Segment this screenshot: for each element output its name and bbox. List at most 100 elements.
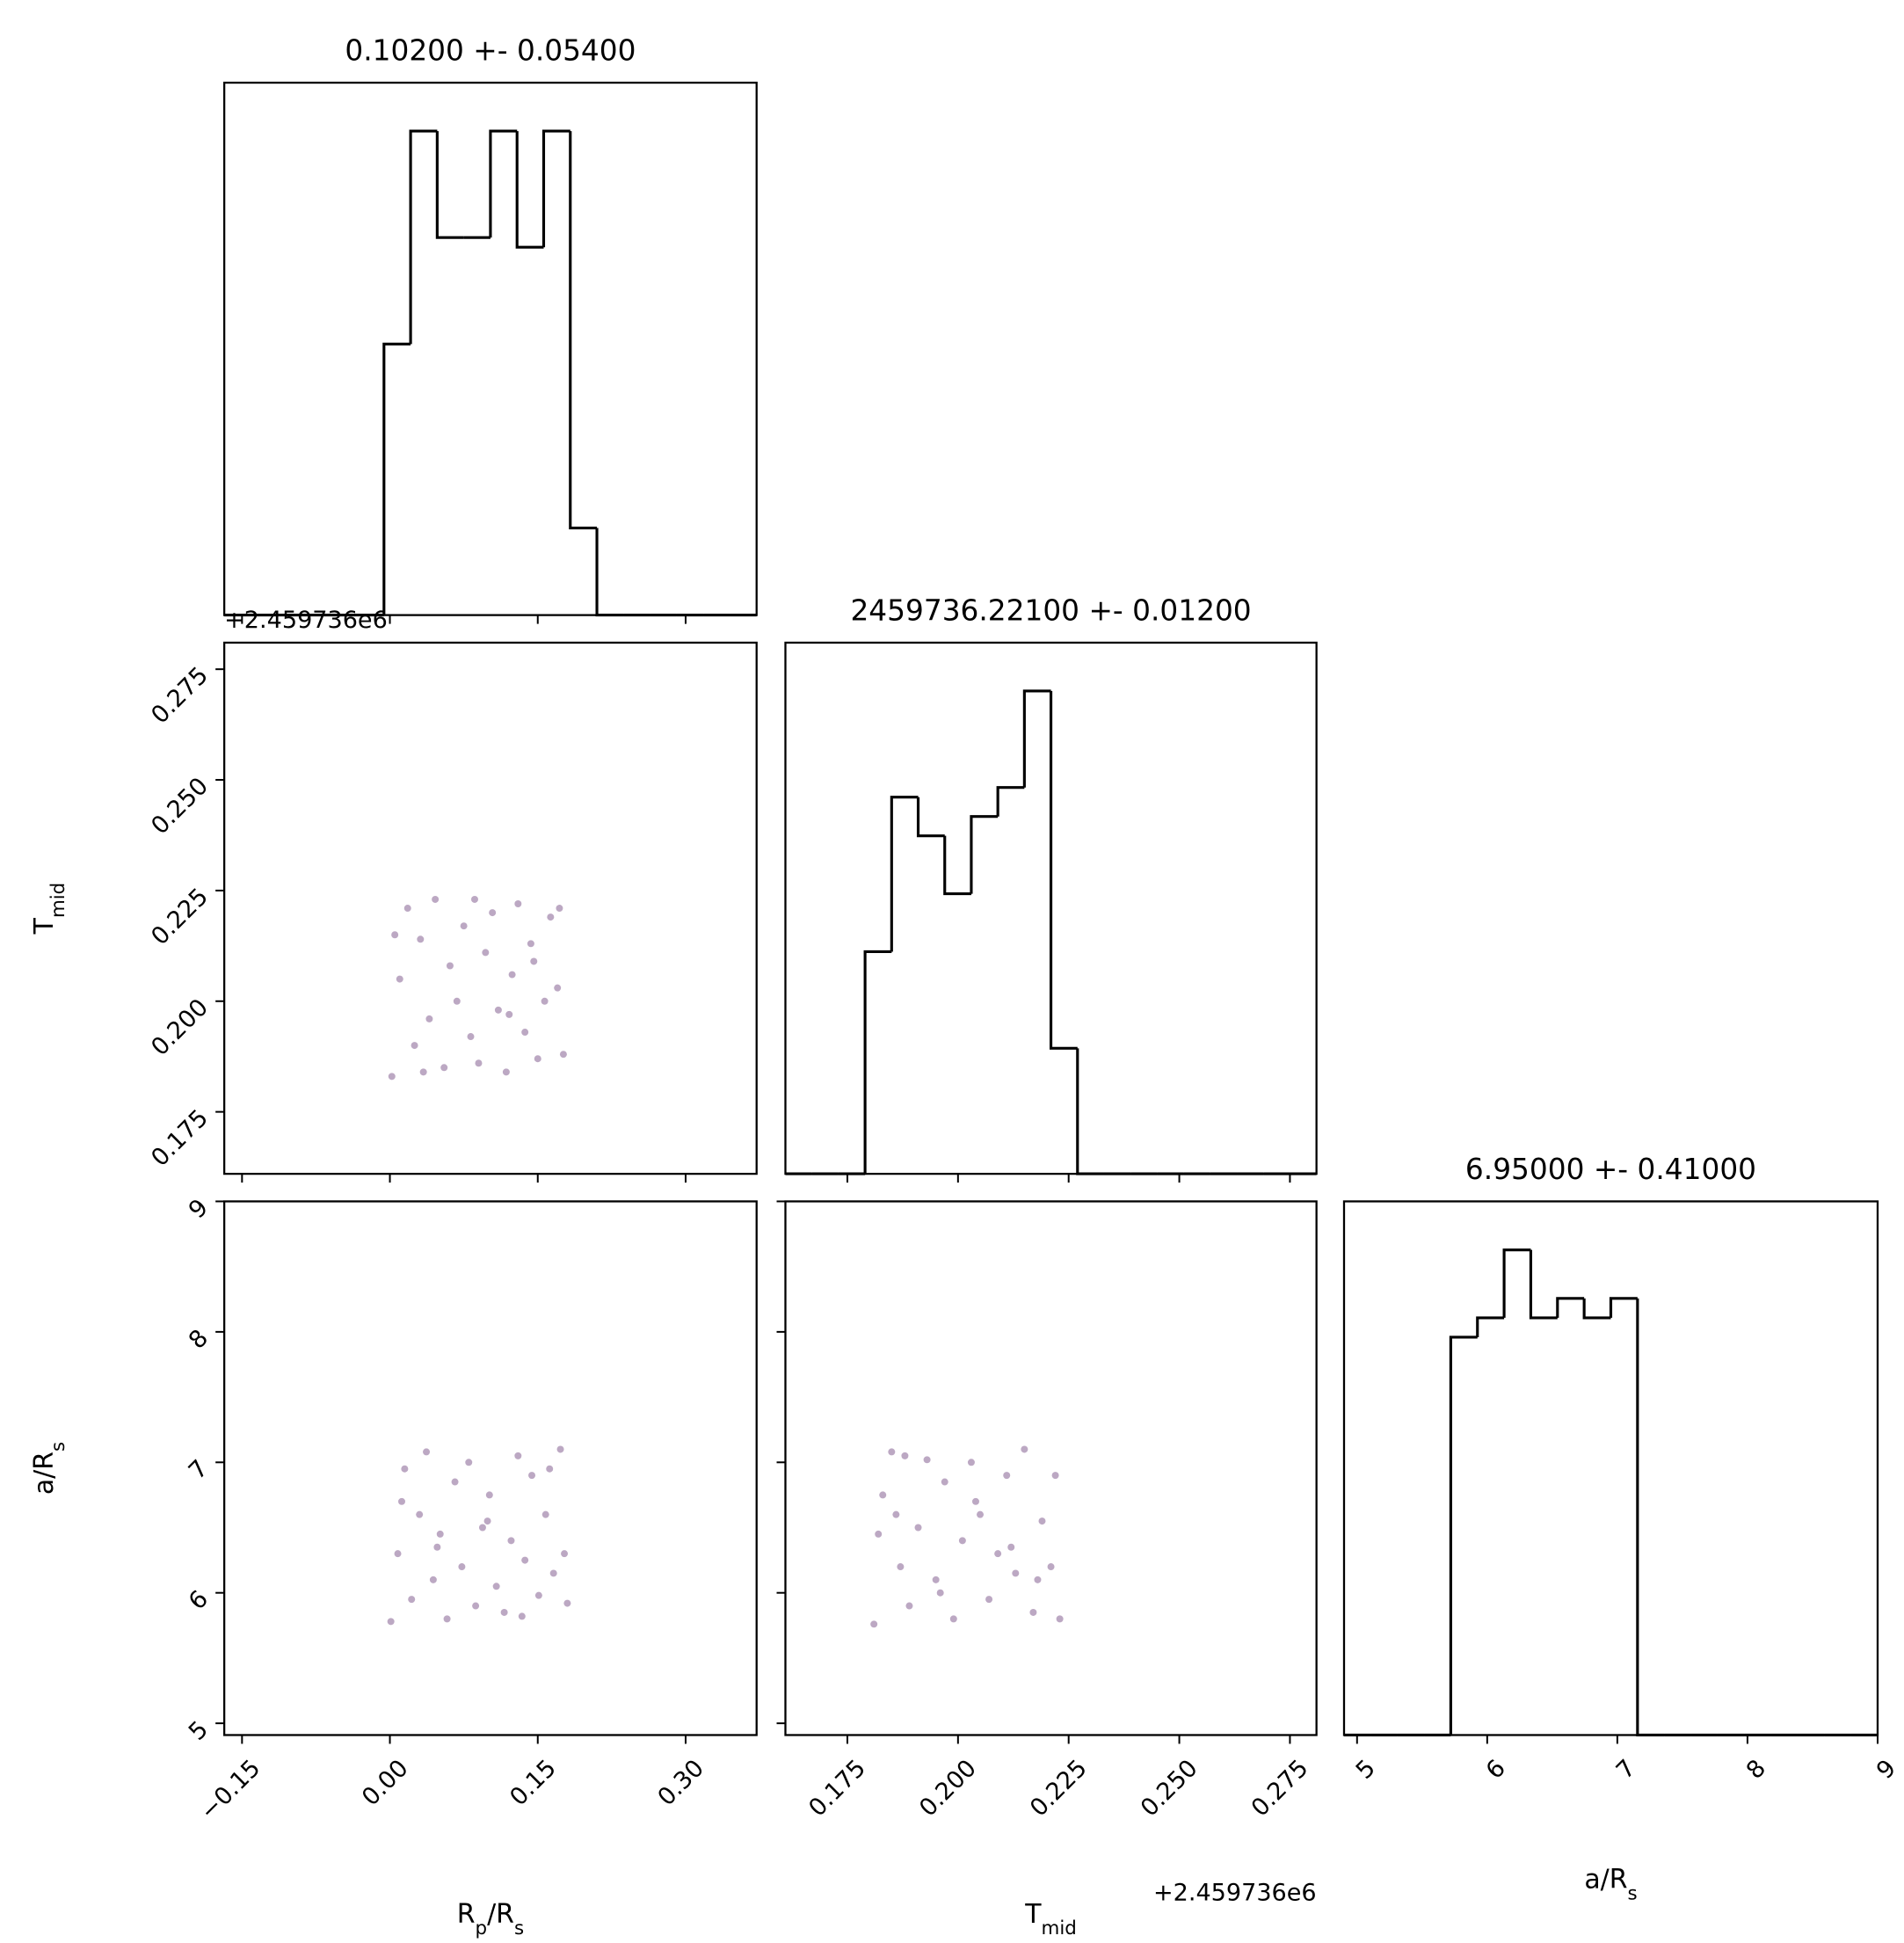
y-tick-label: 0.200 xyxy=(146,993,214,1061)
scatter-point xyxy=(1056,1615,1064,1623)
axis-label-part: s xyxy=(47,1442,69,1452)
scatter-point xyxy=(475,1059,483,1067)
scatter-point xyxy=(527,940,534,948)
histogram-step xyxy=(890,796,919,952)
histogram-step xyxy=(1582,1298,1611,1320)
scatter-point xyxy=(549,1569,557,1577)
scatter-point xyxy=(1038,1517,1046,1525)
y-tick-label: 9 xyxy=(184,1194,214,1224)
scatter-point xyxy=(411,1042,418,1050)
histogram-step xyxy=(1502,1248,1531,1318)
scatter-point xyxy=(994,1550,1002,1558)
panel-frame xyxy=(1342,1200,1879,1736)
scatter-point xyxy=(875,1530,883,1538)
scatter-point xyxy=(518,1612,526,1620)
x-tick-label: 0.225 xyxy=(1025,1755,1093,1823)
y-tick-label: 7 xyxy=(184,1455,214,1485)
y-tick-label: 0.225 xyxy=(146,883,214,950)
scatter-point xyxy=(483,1517,491,1525)
scatter-point xyxy=(985,1596,993,1604)
axis-label-part: T xyxy=(1024,1899,1042,1930)
scatter-point xyxy=(388,1073,396,1081)
histogram-step xyxy=(1636,1298,1665,1737)
panel-frame xyxy=(784,641,1318,1175)
scatter-point xyxy=(465,1459,473,1466)
scatter-point xyxy=(514,900,522,907)
scatter-point xyxy=(936,1589,944,1597)
scatter-point xyxy=(419,1068,427,1076)
panel-title: 2459736.22100 +- 0.01200 xyxy=(850,593,1251,627)
panel-frame xyxy=(223,81,758,616)
scatter-point xyxy=(914,1524,922,1532)
scatter-point xyxy=(923,1456,931,1464)
axis-label-part: /R xyxy=(487,1899,514,1930)
scatter-point xyxy=(561,1550,569,1558)
y-tick-label: 5 xyxy=(184,1716,214,1746)
x-tick-label: 0.00 xyxy=(357,1755,414,1812)
scatter-point xyxy=(492,1583,500,1590)
histogram-step xyxy=(970,815,999,894)
axis-label-part: p xyxy=(476,1918,488,1939)
scatter-point xyxy=(485,1491,493,1499)
axis-label: a/Rs xyxy=(29,1442,69,1495)
axis-label-part: R xyxy=(457,1899,476,1930)
scatter-point xyxy=(429,1576,437,1583)
x-tick-label: 8 xyxy=(1741,1755,1771,1785)
x-tick-label: 0.15 xyxy=(505,1755,562,1812)
x-tick-label: 6 xyxy=(1481,1755,1511,1785)
scatter-point xyxy=(1029,1608,1037,1616)
scatter-point xyxy=(1012,1569,1020,1577)
histogram-step xyxy=(1022,689,1051,788)
scatter-point xyxy=(401,1465,409,1473)
x-tick-label: 5 xyxy=(1351,1755,1381,1785)
scatter-point xyxy=(1003,1472,1011,1480)
scatter-point xyxy=(433,1543,441,1551)
histogram-step xyxy=(569,131,598,530)
scatter-point xyxy=(489,909,497,917)
scatter-point xyxy=(879,1491,887,1499)
scatter-point xyxy=(391,931,399,939)
histogram-step xyxy=(996,786,1025,817)
axis-label: Rp/Rs xyxy=(457,1899,524,1939)
scatter-point xyxy=(460,922,468,930)
scatter-point xyxy=(554,984,562,992)
histogram-step xyxy=(1049,690,1078,1050)
scatter-point xyxy=(547,913,555,921)
scatter-point xyxy=(387,1618,395,1626)
histogram-step xyxy=(435,131,464,239)
scatter-point xyxy=(423,1448,431,1456)
y-tick-label: 6 xyxy=(184,1585,214,1615)
scatter-point xyxy=(453,997,461,1005)
histogram-step xyxy=(595,528,624,617)
x-tick-label: −0.15 xyxy=(195,1755,266,1826)
panel-title: 6.95000 +- 0.41000 xyxy=(1465,1153,1756,1186)
scatter-point xyxy=(521,1556,529,1564)
scatter-point xyxy=(478,1524,486,1532)
scatter-point xyxy=(1034,1576,1042,1583)
panel-frame xyxy=(223,641,758,1175)
histogram-step xyxy=(1076,1048,1104,1175)
histogram-step xyxy=(541,129,570,248)
scatter-point xyxy=(546,1465,554,1473)
scatter-point xyxy=(530,957,538,965)
scatter-point xyxy=(901,1452,909,1459)
scatter-point xyxy=(541,1510,549,1518)
axis-label: a/Rs xyxy=(1584,1864,1637,1904)
scatter-point xyxy=(398,1497,405,1505)
x-tick-label: 9 xyxy=(1871,1755,1901,1785)
scatter-point xyxy=(403,905,411,913)
offset-text: +2.459736e6 xyxy=(224,607,388,634)
axis-label-part: s xyxy=(1628,1882,1638,1904)
scatter-point xyxy=(556,1445,564,1453)
scatter-point xyxy=(507,1537,515,1545)
x-tick-label: 0.275 xyxy=(1246,1755,1314,1823)
scatter-point xyxy=(958,1537,966,1545)
scatter-point xyxy=(436,1530,444,1538)
scatter-point xyxy=(394,1550,402,1558)
histogram-step xyxy=(1609,1297,1638,1318)
panel-frame xyxy=(223,1200,758,1736)
axis-label: Tmid xyxy=(1024,1899,1077,1939)
scatter-point xyxy=(514,1452,522,1459)
histogram-step xyxy=(382,342,411,615)
